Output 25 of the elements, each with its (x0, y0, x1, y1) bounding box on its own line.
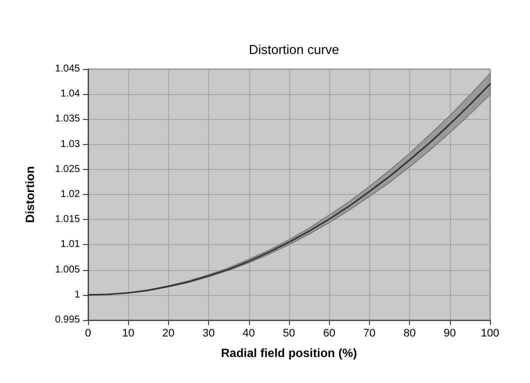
y-tick-label: 1.005 (54, 264, 80, 276)
x-tick-label: 60 (323, 328, 336, 340)
x-tick-label: 20 (162, 328, 175, 340)
chart-title: Distortion curve (248, 42, 340, 57)
y-tick-label: 1.045 (54, 64, 80, 74)
y-tick-label: 1.02 (60, 189, 80, 200)
x-tick-label: 0 (84, 328, 92, 340)
y-tick-label: 1.025 (54, 164, 80, 175)
x-tick-label: 90 (444, 328, 456, 340)
x-axis-title: Radial field position (%) (220, 346, 358, 360)
y-tick-label: 1.035 (54, 114, 80, 125)
y-tick-label: 1 (74, 289, 80, 300)
x-tick-label: 30 (202, 328, 215, 340)
y-tick-label: 0.995 (54, 314, 80, 326)
y-axis-title: Distortion (23, 166, 37, 223)
y-tick-label: 1.01 (60, 239, 80, 250)
x-tick-label: 10 (122, 328, 134, 340)
x-tick-label: 50 (282, 328, 296, 340)
y-tick-label: 1.04 (60, 88, 80, 100)
x-tick-label: 40 (242, 328, 255, 340)
y-tick-label: 1.015 (54, 214, 80, 226)
x-tick-label: 100 (480, 328, 500, 340)
y-tick-label: 1.03 (60, 138, 80, 150)
x-tick-label: 80 (403, 328, 416, 340)
x-tick-label: 70 (363, 328, 376, 340)
